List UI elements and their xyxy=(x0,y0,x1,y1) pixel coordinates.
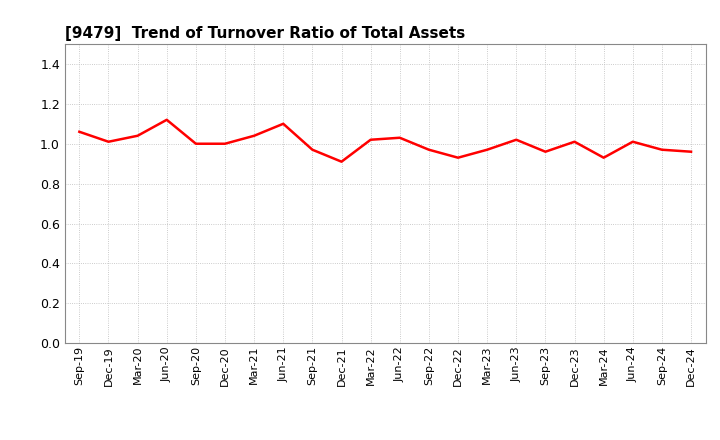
Text: [9479]  Trend of Turnover Ratio of Total Assets: [9479] Trend of Turnover Ratio of Total … xyxy=(65,26,465,41)
